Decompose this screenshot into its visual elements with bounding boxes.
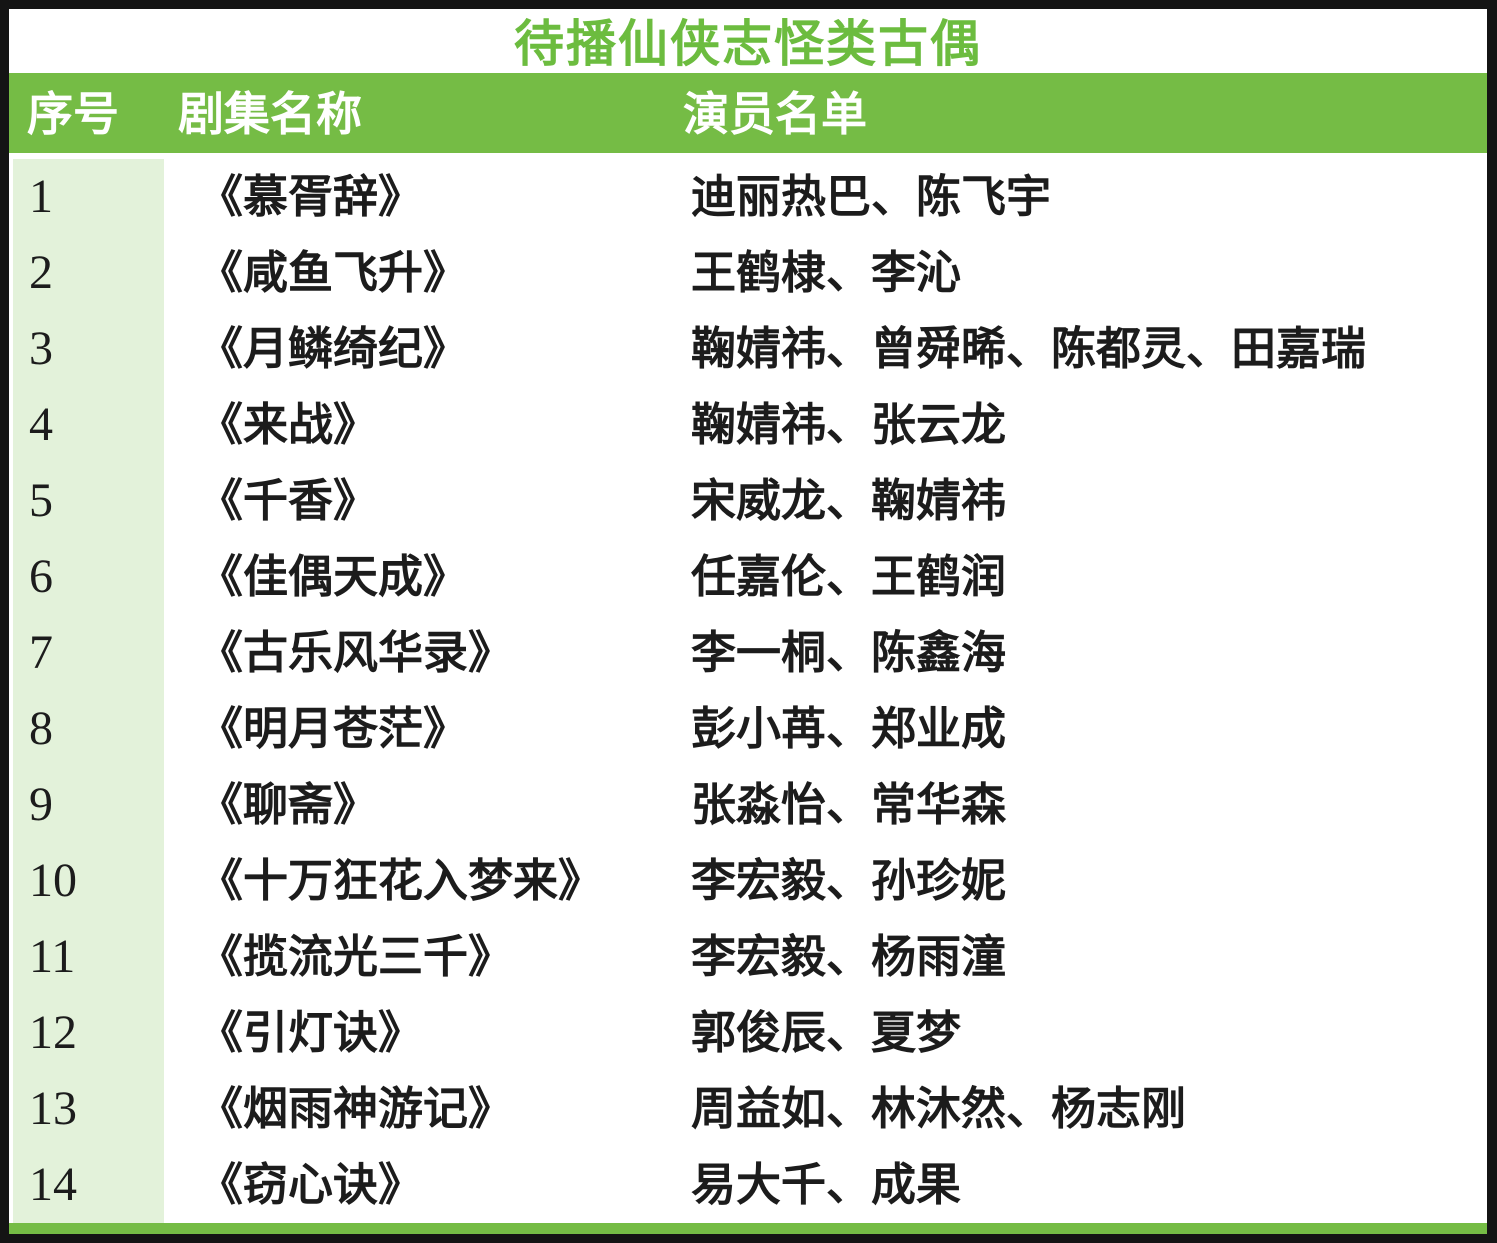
column-header-index: 序号 (27, 89, 119, 140)
table-title: 待播仙侠志怪类古偶 (514, 16, 982, 72)
table-row: 5 《千香》 宋威龙、鞠婧祎 (9, 463, 1487, 539)
table-row: 12 《引灯诀》 郭俊辰、夏梦 (9, 995, 1487, 1071)
row-index-cell: 3 (9, 311, 164, 387)
table-row: 3 《月鳞绮纪》 鞠婧祎、曾舜晞、陈都灵、田嘉瑞 (9, 311, 1487, 387)
cast-list-cell: 李一桐、陈鑫海 (691, 627, 1007, 678)
row-index-cell: 5 (9, 463, 164, 539)
title-bar: 待播仙侠志怪类古偶 (9, 9, 1487, 73)
table-row: 7 《古乐风华录》 李一桐、陈鑫海 (9, 615, 1487, 691)
cast-list-cell: 易大千、成果 (691, 1159, 962, 1210)
table-row: 13 《烟雨神游记》 周益如、林沐然、杨志刚 (9, 1071, 1487, 1147)
drama-title-cell: 《明月苍茫》 (198, 703, 469, 754)
cast-list-cell: 彭小苒、郑业成 (691, 703, 1007, 754)
table-row: 4 《来战》 鞠婧祎、张云龙 (9, 387, 1487, 463)
table-header-row: 序号 剧集名称 演员名单 (9, 73, 1487, 153)
cast-list-cell: 周益如、林沐然、杨志刚 (691, 1083, 1187, 1134)
table-bottom-accent-bar (9, 1223, 1487, 1234)
cast-list-cell: 任嘉伦、王鹤润 (691, 551, 1007, 602)
drama-title-cell: 《引灯诀》 (198, 1007, 424, 1058)
row-index-cell: 12 (9, 995, 164, 1071)
row-index-cell: 13 (9, 1071, 164, 1147)
drama-title-cell: 《烟雨神游记》 (198, 1083, 514, 1134)
drama-title-cell: 《揽流光三千》 (198, 931, 514, 982)
cast-list-cell: 迪丽热巴、陈飞宇 (691, 171, 1052, 222)
row-index-cell: 8 (9, 691, 164, 767)
cast-list-cell: 张淼怡、常华森 (691, 779, 1007, 830)
table-row: 9 《聊斋》 张淼怡、常华森 (9, 767, 1487, 843)
table-row: 2 《咸鱼飞升》 王鹤棣、李沁 (9, 235, 1487, 311)
cast-list-cell: 李宏毅、杨雨潼 (691, 931, 1007, 982)
row-index-cell: 9 (9, 767, 164, 843)
row-index-cell: 11 (9, 919, 164, 995)
cast-list-cell: 鞠婧祎、张云龙 (691, 399, 1007, 450)
drama-title-cell: 《古乐风华录》 (198, 627, 514, 678)
table-row: 14 《窃心诀》 易大千、成果 (9, 1147, 1487, 1223)
row-index-cell: 4 (9, 387, 164, 463)
table-row: 6 《佳偶天成》 任嘉伦、王鹤润 (9, 539, 1487, 615)
cast-list-cell: 王鹤棣、李沁 (691, 247, 962, 298)
drama-title-cell: 《十万狂花入梦来》 (198, 855, 604, 906)
drama-title-cell: 《来战》 (198, 399, 379, 450)
table-page: 待播仙侠志怪类古偶 序号 剧集名称 演员名单 1 《慕胥辞》 迪丽热巴、陈飞宇 … (9, 9, 1487, 1234)
row-index-cell: 6 (9, 539, 164, 615)
table-body: 1 《慕胥辞》 迪丽热巴、陈飞宇 2 《咸鱼飞升》 王鹤棣、李沁 3 《月鳞绮纪… (9, 159, 1487, 1223)
row-index-cell: 7 (9, 615, 164, 691)
cast-list-cell: 鞠婧祎、曾舜晞、陈都灵、田嘉瑞 (691, 323, 1367, 374)
table-row: 1 《慕胥辞》 迪丽热巴、陈飞宇 (9, 159, 1487, 235)
drama-title-cell: 《佳偶天成》 (198, 551, 469, 602)
column-header-drama-title: 剧集名称 (178, 89, 362, 140)
table-row: 8 《明月苍茫》 彭小苒、郑业成 (9, 691, 1487, 767)
row-index-cell: 2 (9, 235, 164, 311)
table-row: 10 《十万狂花入梦来》 李宏毅、孙珍妮 (9, 843, 1487, 919)
table-row: 11 《揽流光三千》 李宏毅、杨雨潼 (9, 919, 1487, 995)
drama-title-cell: 《咸鱼飞升》 (198, 247, 469, 298)
row-index-cell: 14 (9, 1147, 164, 1223)
cast-list-cell: 李宏毅、孙珍妮 (691, 855, 1007, 906)
row-index-cell: 10 (9, 843, 164, 919)
drama-title-cell: 《聊斋》 (198, 779, 379, 830)
drama-title-cell: 《月鳞绮纪》 (198, 323, 469, 374)
row-index-cell: 1 (9, 159, 164, 235)
cast-list-cell: 宋威龙、鞠婧祎 (691, 475, 1007, 526)
drama-title-cell: 《窃心诀》 (198, 1159, 424, 1210)
cast-list-cell: 郭俊辰、夏梦 (691, 1007, 962, 1058)
drama-title-cell: 《慕胥辞》 (198, 171, 424, 222)
column-header-cast-list: 演员名单 (683, 89, 867, 140)
drama-title-cell: 《千香》 (198, 475, 379, 526)
